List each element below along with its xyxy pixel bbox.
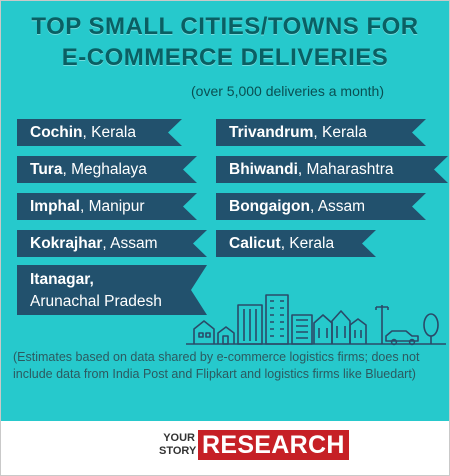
state-name: , Manipur [79,198,145,215]
brand-research: RESEARCH [198,430,349,460]
city-name: Calicut [229,235,281,252]
brand-your-line1: YOUR [163,432,195,444]
state-name: , Assam [102,235,158,252]
title-line-1: TOP SMALL CITIES/TOWNS FOR [31,13,419,40]
subtitle: (over 5,000 deliveries a month) [191,83,384,99]
city-name: Cochin [30,124,83,141]
city-tag-imphal: Imphal, Manipur [17,193,197,220]
state-name: , Kerala [82,124,136,141]
state-name: , Kerala [313,124,367,141]
city-name: Bongaigon [229,198,310,215]
state-name: , Assam [309,198,366,215]
city-tag-trivandrum: Trivandrum, Kerala [216,119,426,146]
title-line-2: E-COMMERCE DELIVERIES [61,44,389,71]
brand-yourstory: YOUR STORY [159,432,197,458]
city-tag-kokrajhar: Kokrajhar, Assam [17,230,207,257]
city-tag-tura: Tura, Meghalaya [17,156,197,183]
city-tag-calicut: Calicut, Kerala [216,230,376,257]
city-tag-itanagar: Itanagar, Arunachal Pradesh [17,265,207,315]
footnote: (Estimates based on data shared by e-com… [13,350,420,381]
city-name: Kokrajhar [30,235,103,252]
page-title: TOP SMALL CITIES/TOWNS FOR E-COMMERCE DE… [1,11,449,73]
city-name: Imphal [30,198,80,215]
city-skyline-illustration [186,294,446,346]
city-tag-cochin: Cochin, Kerala [17,119,182,146]
state-name: , Meghalaya [62,161,147,178]
state-name: , Maharashtra [297,161,394,178]
city-tag-bongaigon: Bongaigon, Assam [216,193,426,220]
city-name: Trivandrum [229,124,314,141]
city-tag-bhiwandi: Bhiwandi, Maharashtra [216,156,448,183]
brand-your-line2: STORY [159,445,197,457]
city-name: Itanagar, [30,271,94,288]
state-name: Arunachal Pradesh [30,293,162,310]
state-name: , Kerala [280,235,335,252]
teal-panel: TOP SMALL CITIES/TOWNS FOR E-COMMERCE DE… [1,1,449,421]
city-name: Tura [30,161,63,178]
brand-logo: YOUR STORY RESEARCH [1,430,449,462]
city-name: Bhiwandi [229,161,298,178]
